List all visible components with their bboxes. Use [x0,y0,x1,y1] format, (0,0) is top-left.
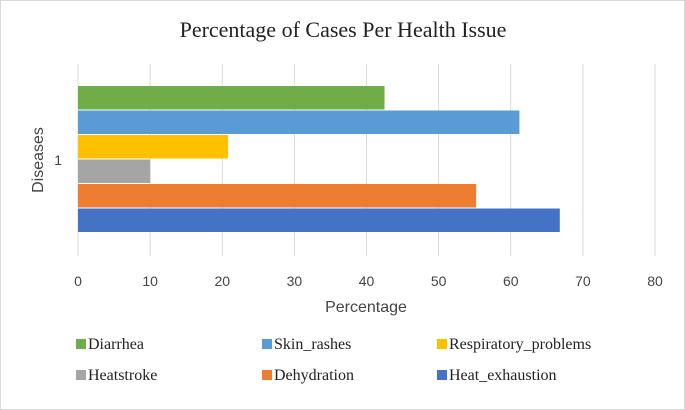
bar-respiratory-problems [78,135,229,159]
bar-heatstroke [78,159,151,183]
legend-item-diarrhea: Diarrhea [76,336,144,353]
legend-label: Dehydration [274,367,354,384]
y-tick-labels: 1 [54,152,62,168]
x-tick-label-5: 50 [431,273,447,289]
x-tick-label-0: 0 [74,273,82,289]
bar-diarrhea [78,86,385,110]
x-axis-label: Percentage [325,299,407,316]
x-tick-label-4: 40 [359,273,375,289]
legend-label: Diarrhea [88,336,144,353]
legend-item-heat-exhaustion: Heat_exhaustion [437,367,557,384]
x-tick-label-6: 60 [503,273,519,289]
legend-swatch [262,339,272,349]
legend-swatch [76,370,86,380]
legend-swatch [437,339,447,349]
legend-item-respiratory-problems: Respiratory_problems [437,336,591,353]
x-tick-label-1: 10 [142,273,158,289]
legend-swatch [76,339,86,349]
x-tick-labels: 0 10 20 30 40 50 60 70 80 [74,273,663,289]
y-axis-label: Diseases [30,127,47,193]
legend-item-skin-rashes: Skin_rashes [262,336,351,353]
x-tick-label-7: 70 [575,273,591,289]
legend-swatch [437,370,447,380]
legend-label: Skin_rashes [274,336,351,353]
bars [78,86,560,232]
x-tick-label-2: 20 [214,273,230,289]
x-tick-label-3: 30 [287,273,303,289]
legend-label: Heat_exhaustion [449,367,557,384]
chart-title: Percentage of Cases Per Health Issue [180,17,507,42]
y-tick-label-0: 1 [54,152,62,168]
legend-label: Respiratory_problems [449,336,591,353]
legend-swatch [262,370,272,380]
legend-item-heatstroke: Heatstroke [76,367,157,384]
x-tick-label-8: 80 [647,273,663,289]
bar-dehydration [78,184,477,208]
legend-label: Heatstroke [88,367,157,384]
legend: Diarrhea Skin_rashes Respiratory_problems H… [76,336,591,384]
bar-skin-rashes [78,110,520,134]
bar-heat-exhaustion [78,208,560,232]
legend-item-dehydration: Dehydration [262,367,354,384]
